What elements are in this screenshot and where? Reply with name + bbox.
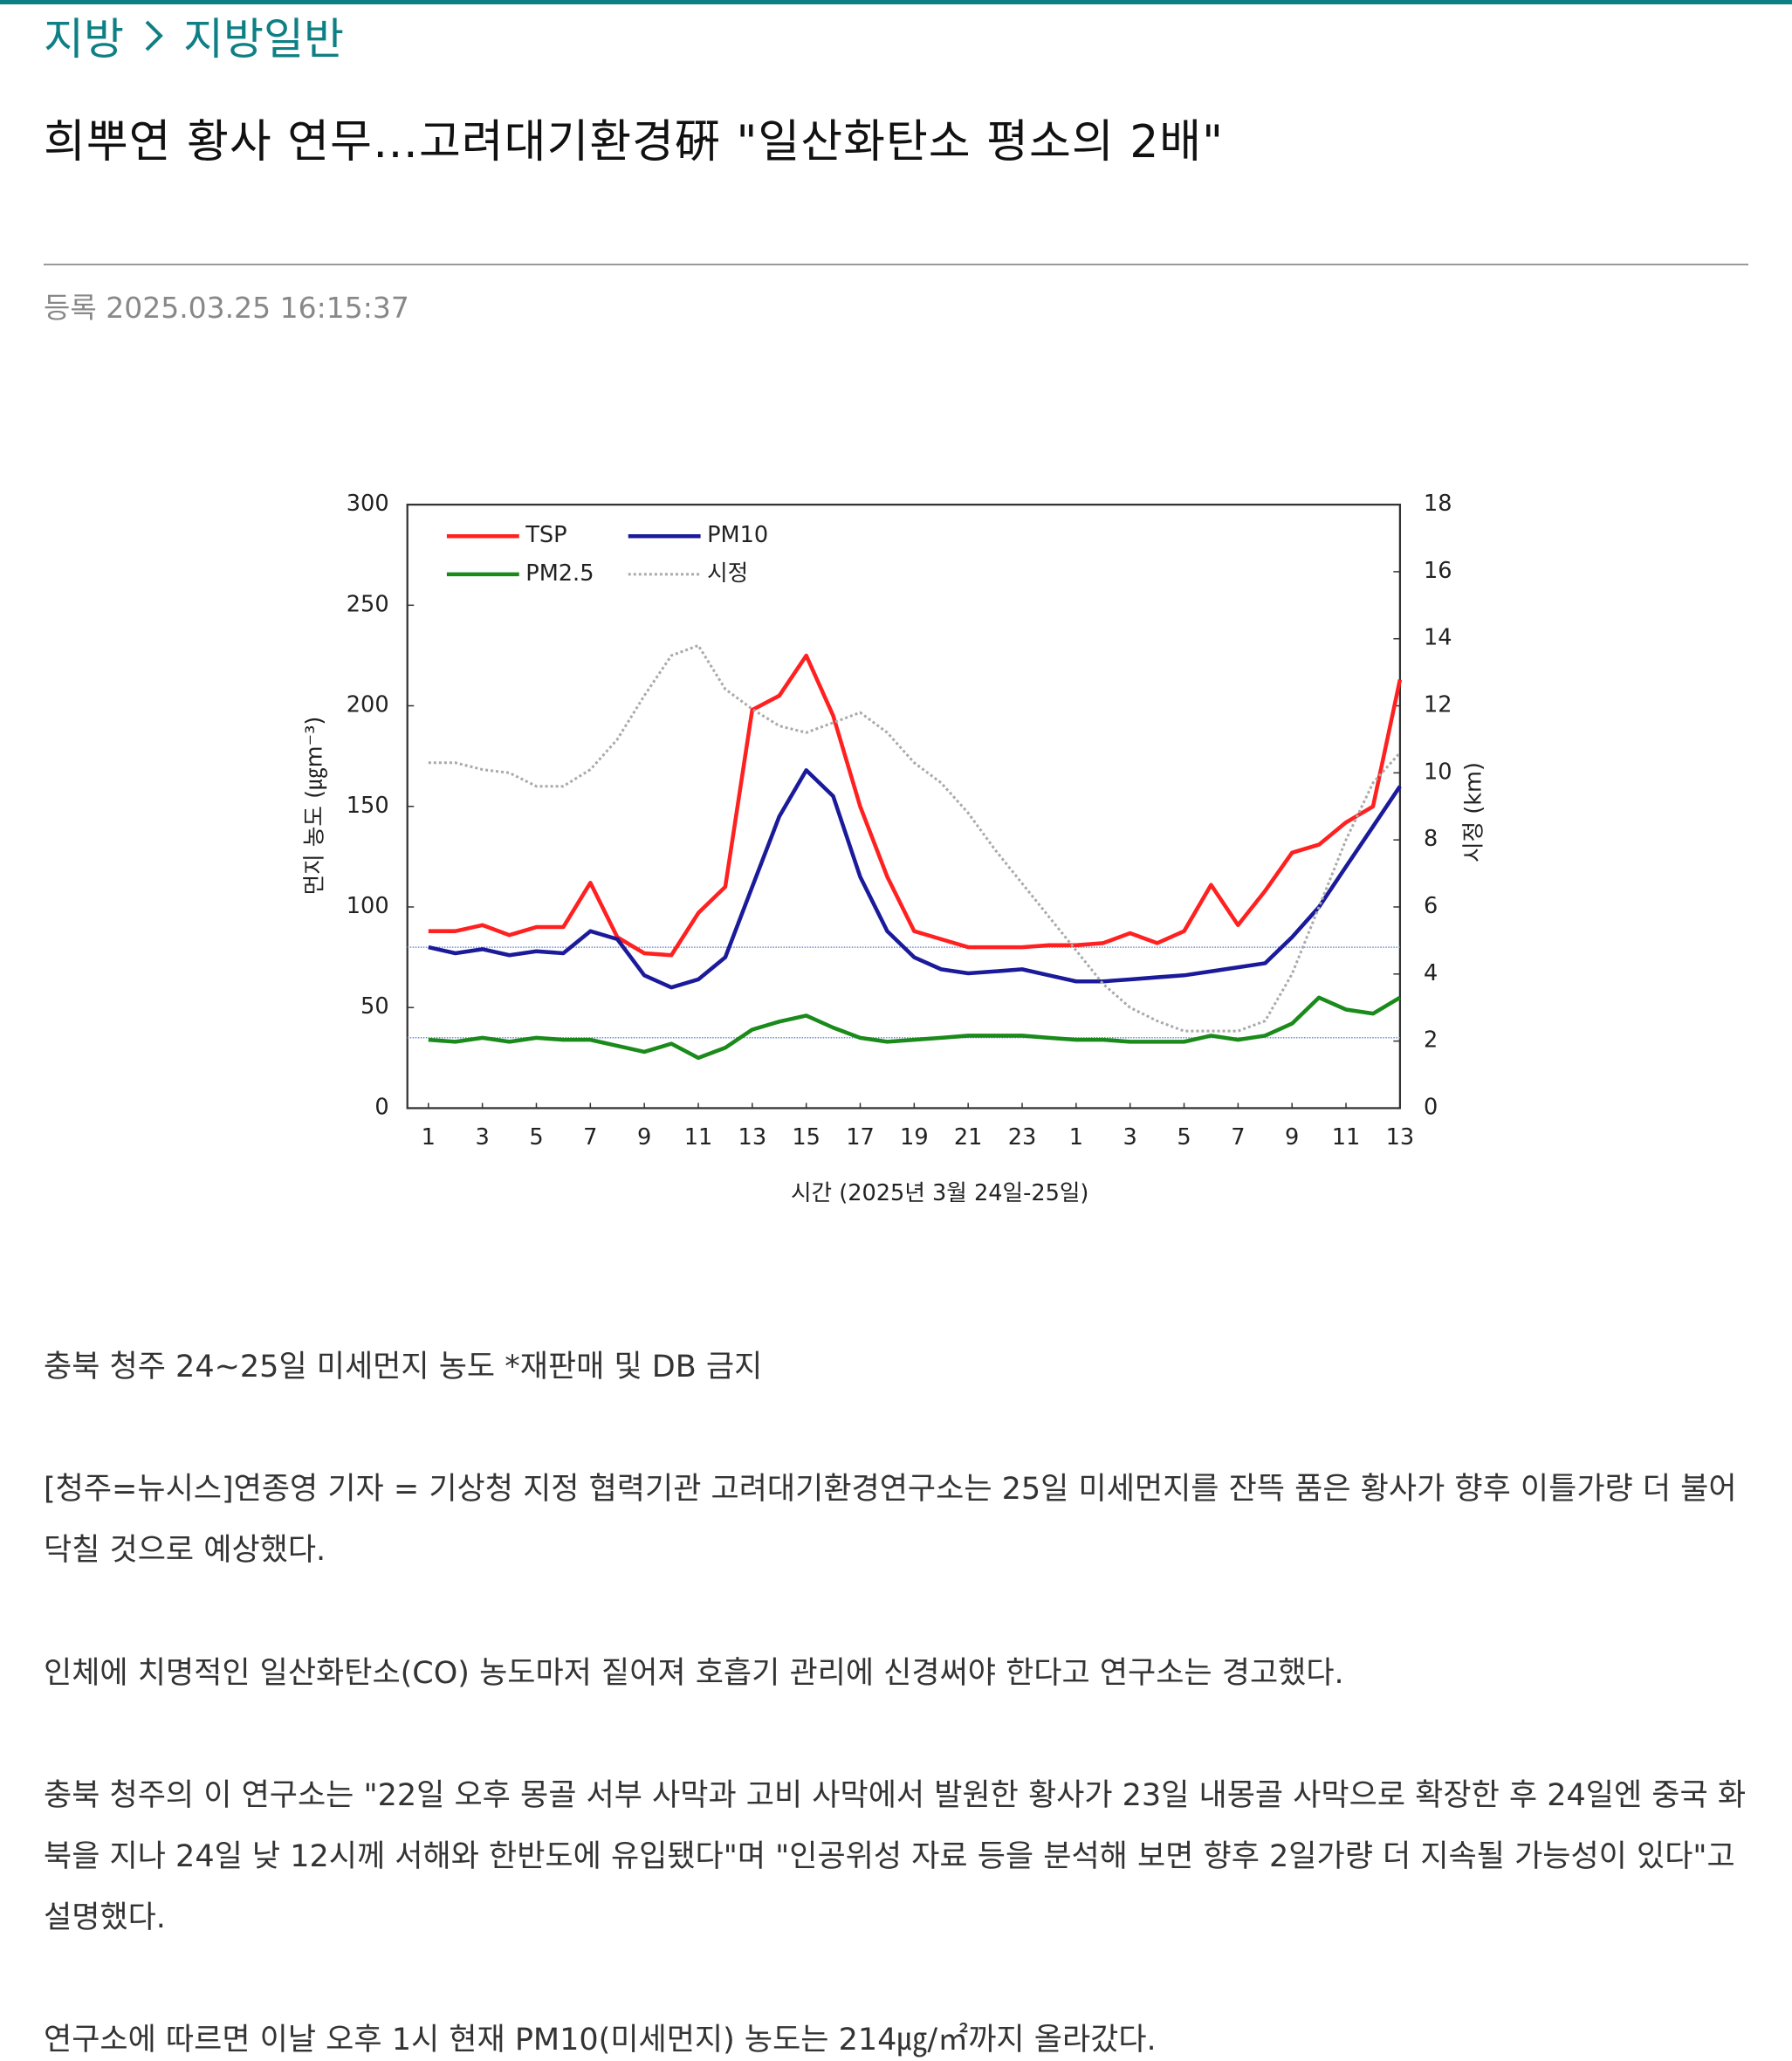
x-tick-label: 9 bbox=[637, 1124, 651, 1151]
y2-tick-label: 12 bbox=[1424, 692, 1452, 718]
y2-tick-label: 0 bbox=[1424, 1094, 1438, 1120]
y-tick-label: 300 bbox=[347, 491, 389, 517]
y2-tick-label: 4 bbox=[1424, 960, 1438, 986]
paragraph: 충북 청주의 이 연구소는 "22일 오후 몽골 서부 사막과 고비 사막에서 … bbox=[44, 1778, 1747, 1935]
x-tick-label: 17 bbox=[846, 1124, 875, 1151]
x-tick-label: 21 bbox=[954, 1124, 983, 1151]
x-tick-label: 3 bbox=[475, 1124, 489, 1151]
x-tick-label: 19 bbox=[900, 1124, 929, 1151]
plot-frame bbox=[406, 503, 1402, 1110]
top-bar bbox=[0, 0, 1792, 4]
x-tick-label: 9 bbox=[1285, 1124, 1299, 1151]
y-tick-label: 200 bbox=[347, 692, 389, 718]
x-tick-label: 7 bbox=[583, 1124, 597, 1151]
image-caption: 충북 청주 24~25일 미세먼지 농도 *재판매 및 DB 금지 bbox=[44, 1350, 763, 1384]
x-tick-label: 5 bbox=[529, 1124, 543, 1151]
article-title: 희뿌연 황사 연무…고려대기환경硏 "일산화탄소 평소의 2배" bbox=[44, 116, 1225, 168]
x-tick-label: 11 bbox=[684, 1124, 713, 1151]
series-line bbox=[428, 768, 1402, 990]
y2-tick-label: 14 bbox=[1424, 625, 1452, 651]
y2-tick-label: 16 bbox=[1424, 558, 1452, 584]
paragraph: 연구소에 따르면 이날 오후 1시 현재 PM10(미세먼지) 농도는 214㎍… bbox=[44, 2023, 1157, 2058]
breadcrumb: 지방 지방일반 bbox=[44, 5, 344, 66]
y2-tick-label: 6 bbox=[1424, 893, 1438, 919]
y-axis-label: 먼지 농도 (㎍m⁻³) bbox=[301, 717, 327, 896]
x-tick-label: 1 bbox=[1069, 1124, 1083, 1151]
x-tick-label: 11 bbox=[1332, 1124, 1361, 1151]
x-tick-label: 5 bbox=[1177, 1124, 1191, 1151]
article-date: 등록 2025.03.25 16:15:37 bbox=[44, 291, 409, 325]
legend-label: PM10 bbox=[707, 522, 768, 548]
y2-tick-label: 18 bbox=[1424, 491, 1452, 517]
chevron-icon bbox=[145, 20, 163, 52]
chart: 시간 (2025년 3월 24일-25일) 먼지 농도 (㎍m⁻³) 시정 (k… bbox=[301, 491, 1487, 1206]
x-tick-label: 15 bbox=[792, 1124, 820, 1151]
y2-tick-label: 10 bbox=[1424, 759, 1452, 785]
series-line bbox=[428, 643, 1402, 1033]
x-tick-label: 13 bbox=[1386, 1124, 1415, 1151]
y-tick-label: 100 bbox=[347, 893, 389, 919]
y2-tick-label: 2 bbox=[1424, 1027, 1438, 1054]
x-tick-label: 23 bbox=[1008, 1124, 1037, 1151]
paragraph: [청주=뉴시스]연종영 기자 = 기상청 지정 협력기관 고려대기환경연구소는 … bbox=[44, 1472, 1737, 1568]
x-tick-label: 7 bbox=[1231, 1124, 1245, 1151]
legend-label: 시정 bbox=[707, 560, 748, 587]
y-tick-label: 50 bbox=[360, 993, 389, 1020]
series-line bbox=[428, 653, 1403, 958]
breadcrumb-section[interactable]: 지방 bbox=[44, 14, 124, 65]
x-tick-label: 3 bbox=[1123, 1124, 1137, 1151]
y-tick-label: 250 bbox=[347, 591, 389, 617]
legend-label: PM2.5 bbox=[525, 560, 594, 587]
paragraph: 인체에 치명적인 일산화탄소(CO) 농도마저 짙어져 호흡기 관리에 신경써야… bbox=[44, 1656, 1344, 1691]
legend-label: TSP bbox=[525, 522, 566, 548]
x-tick-label: 1 bbox=[422, 1124, 436, 1151]
y-tick-label: 0 bbox=[374, 1094, 388, 1120]
divider bbox=[44, 264, 1748, 265]
y2-axis-label: 시정 (km) bbox=[1461, 762, 1487, 862]
x-axis-label: 시간 (2025년 3월 24일-25일) bbox=[791, 1180, 1088, 1206]
series-line bbox=[428, 995, 1402, 1061]
breadcrumb-subsection[interactable]: 지방일반 bbox=[183, 14, 344, 65]
y-tick-label: 150 bbox=[347, 793, 389, 819]
x-tick-label: 13 bbox=[738, 1124, 767, 1151]
y2-tick-label: 8 bbox=[1424, 826, 1438, 852]
